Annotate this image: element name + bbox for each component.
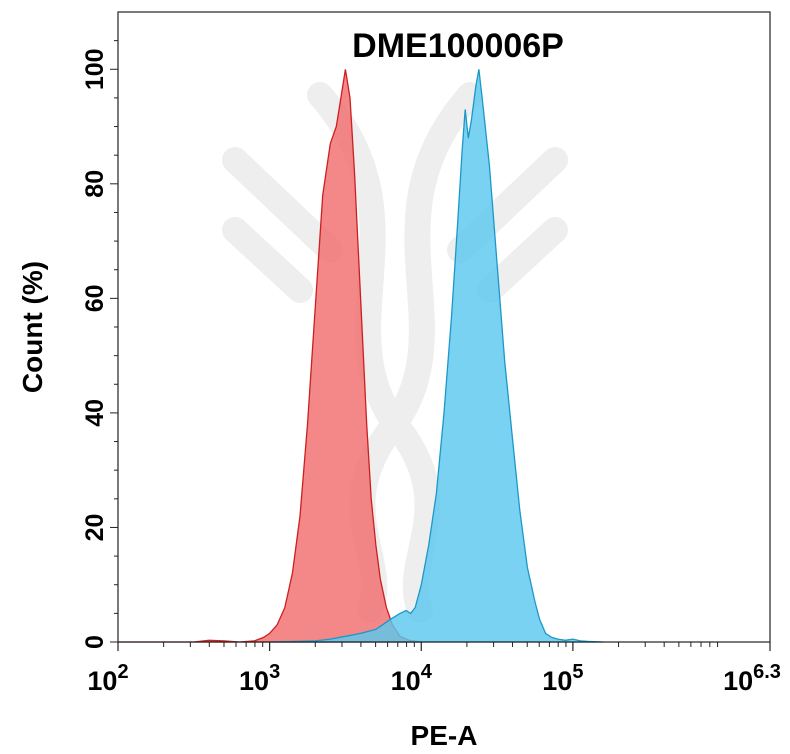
y-tick-label: 40 <box>81 399 109 427</box>
x-tick-label: 102 <box>87 661 128 696</box>
x-axis-label: PE-A <box>411 720 478 751</box>
y-axis: 0 20 40 60 80 100 <box>81 40 118 649</box>
x-tick-label: 103 <box>239 661 280 696</box>
x-tick-label: 104 <box>391 661 433 696</box>
series-layer <box>118 69 604 643</box>
chart-title: DME100006P <box>352 27 564 65</box>
y-tick-label: 20 <box>81 514 109 542</box>
series-2-area <box>269 69 604 643</box>
y-tick-label: 0 <box>81 635 109 649</box>
y-tick-label: 80 <box>81 170 109 198</box>
y-tick-label: 100 <box>81 48 109 90</box>
x-tick-label: 106.3 <box>723 661 781 696</box>
x-tick-label: 105 <box>542 661 583 696</box>
series-1-area <box>118 69 422 643</box>
y-axis-label: Count (%) <box>17 261 48 393</box>
y-tick-label: 60 <box>81 284 109 312</box>
x-axis: 102 103 104 105 106.3 <box>87 642 781 696</box>
